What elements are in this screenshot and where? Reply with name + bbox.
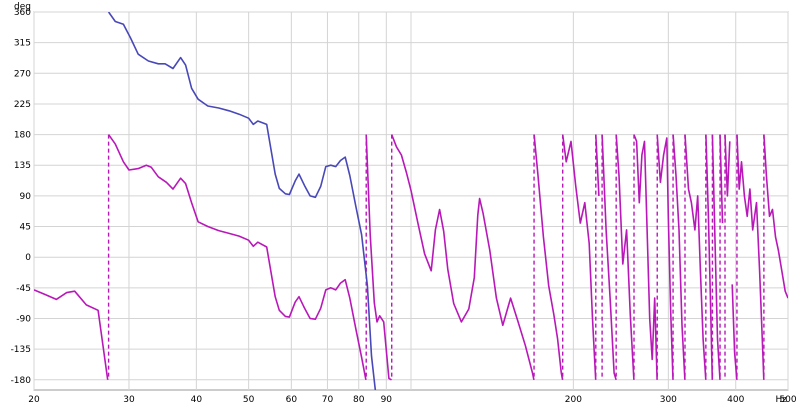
y-tick-label: 135 xyxy=(14,161,31,171)
x-tick-label: 40 xyxy=(191,395,203,405)
x-tick-label: 30 xyxy=(123,395,135,405)
y-tick-label: 0 xyxy=(25,253,31,263)
y-tick-label: 225 xyxy=(14,100,31,110)
y-tick-label: -180 xyxy=(11,376,32,386)
series-2-line xyxy=(533,134,564,380)
series-2-line xyxy=(736,134,765,380)
x-tick-label: 60 xyxy=(286,395,298,405)
series-2-line xyxy=(656,134,674,380)
series-2-line xyxy=(107,134,367,380)
series-2-line xyxy=(633,134,658,380)
x-axis-ticks: 20 30 40 50 60 70 80 90 200 300 400 500 xyxy=(28,395,797,405)
x-tick-label: 90 xyxy=(381,395,393,405)
y-tick-label: 180 xyxy=(14,131,31,141)
series-2-line xyxy=(390,134,535,380)
series-2-line xyxy=(731,284,738,380)
y-tick-label: 270 xyxy=(14,69,31,79)
y-tick-label: -135 xyxy=(11,345,31,355)
y-tick-label: 90 xyxy=(20,192,32,202)
y-axis-unit-label: deg xyxy=(14,2,31,12)
y-tick-label: 360 xyxy=(14,8,31,18)
y-tick-label: 315 xyxy=(14,39,31,49)
series-2-line xyxy=(615,134,635,380)
series-2-line xyxy=(719,134,724,224)
series-2-line xyxy=(724,134,731,197)
x-tick-label: 80 xyxy=(353,395,365,405)
y-tick-label: 45 xyxy=(20,223,31,233)
series-2-line xyxy=(595,134,600,196)
series-1-line xyxy=(107,12,377,390)
x-tick-label: 300 xyxy=(660,395,677,405)
x-tick-label: 20 xyxy=(28,395,40,405)
series-2-line xyxy=(561,134,597,380)
y-axis-ticks: 360 315 270 225 180 135 90 45 0 -45 -90 -135 -180 xyxy=(11,8,32,386)
phase-wrap-lines xyxy=(107,134,765,380)
series-2-line xyxy=(711,134,721,380)
x-tick-label: 50 xyxy=(243,395,255,405)
series-2-line xyxy=(672,134,686,380)
series-2-line xyxy=(601,134,617,381)
series-2-line xyxy=(684,134,707,380)
series-2-line xyxy=(365,134,392,381)
x-tick-label: 400 xyxy=(727,395,744,405)
series-2-line xyxy=(705,134,714,380)
x-tick-label: 70 xyxy=(322,395,334,405)
x-tick-label: 200 xyxy=(565,395,582,405)
series-2-line xyxy=(34,289,109,380)
series-group xyxy=(34,12,788,390)
y-tick-label: -45 xyxy=(16,284,31,294)
series-2-line xyxy=(763,134,788,299)
x-axis-unit-label: Hz xyxy=(776,395,788,405)
x-tick-label: 500 xyxy=(779,395,796,405)
y-tick-label: -90 xyxy=(16,314,31,324)
